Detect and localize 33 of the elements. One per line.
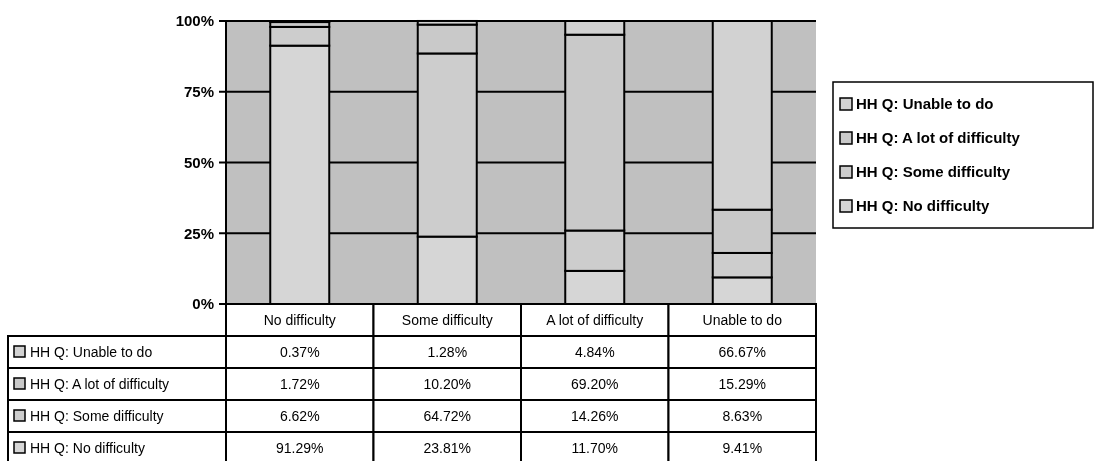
data-label: 1.28% — [427, 343, 468, 360]
data-label: 10.20% — [423, 375, 471, 392]
text: HH Q: No difficulty — [30, 439, 145, 456]
y-tick-label: 75% — [183, 83, 214, 100]
legend-label: HH Q: Unable to do — [856, 95, 994, 113]
data-label: 66.67% — [718, 343, 766, 360]
text: HH Q: Unable to do — [30, 343, 153, 360]
legend-label: HH Q: Some difficulty — [856, 163, 1011, 181]
data-label: 9.41% — [722, 439, 763, 456]
x-tick-label: A lot of difficulty — [546, 311, 644, 328]
y-tick-label: 50% — [183, 153, 214, 171]
data-label: 64.72% — [423, 407, 471, 424]
y-tick-label: 100% — [175, 12, 214, 30]
text: HH Q: A lot of difficulty — [30, 375, 170, 392]
x-tick-label: No difficulty — [263, 311, 336, 328]
data-label: 23.81% — [423, 439, 471, 456]
data-label: 15.29% — [718, 375, 766, 392]
y-tick-label: 25% — [183, 224, 214, 242]
x-tick-label: Some difficulty — [401, 311, 493, 328]
legend-label: HH Q: A lot of difficulty — [856, 129, 1021, 147]
x-tick-label: Unable to do — [702, 311, 783, 328]
data-label: 8.63% — [722, 407, 763, 424]
text: HH Q: Some difficulty — [30, 407, 164, 424]
data-label: 69.20% — [571, 375, 619, 392]
data-label: 0.37% — [279, 343, 320, 360]
data-label: 4.84% — [574, 343, 615, 360]
y-tick-label: 0% — [192, 295, 214, 313]
data-label: 11.70% — [571, 439, 618, 456]
data-label: 6.62% — [279, 407, 320, 424]
data-label: 91.29% — [276, 439, 324, 456]
legend-label: HH Q: No difficulty — [856, 197, 990, 215]
data-label: 14.26% — [571, 407, 619, 424]
data-label: 1.72% — [279, 375, 320, 392]
